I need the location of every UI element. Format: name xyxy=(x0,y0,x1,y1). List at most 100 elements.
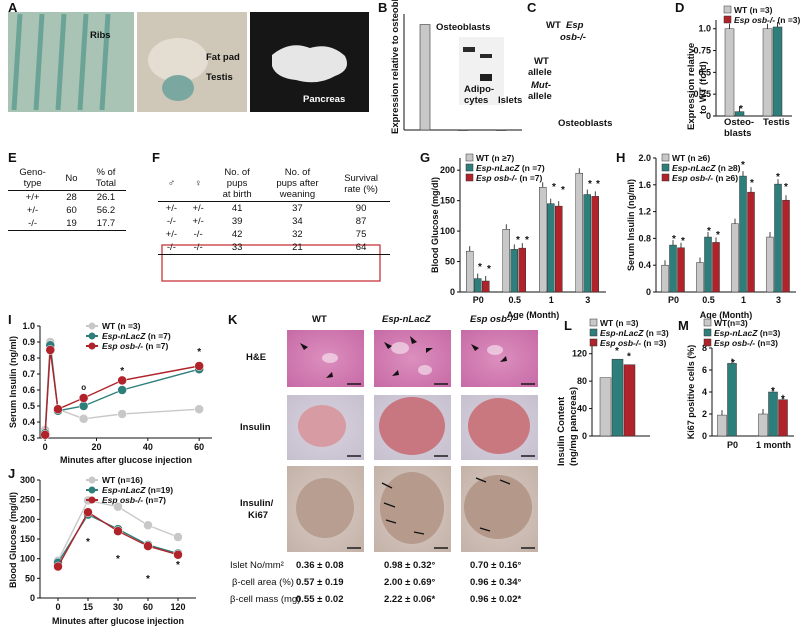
k-row-insulin-ki67-b: Ki67 xyxy=(248,510,269,521)
j-sig: * xyxy=(116,554,120,565)
k-col-lacz: Esp-nLacZ xyxy=(382,314,431,325)
h-sig: * xyxy=(776,172,780,183)
l-y-tick-label: 80 xyxy=(577,376,587,386)
e-cell: +/+ xyxy=(25,192,40,203)
h-bar xyxy=(782,199,790,293)
g-sig: * xyxy=(516,235,520,246)
g-bar xyxy=(466,250,474,293)
i-point xyxy=(117,375,127,386)
k-stat-0-wt: 0.36 ± 0.08 xyxy=(296,560,344,571)
i-point xyxy=(194,404,204,414)
j-sig: * xyxy=(146,574,150,585)
b-cat-adipo: Adipo- xyxy=(464,84,495,95)
i-xlabel: Minutes after glucose injection xyxy=(60,455,192,465)
h-legend-swatch xyxy=(661,173,670,182)
i-ylabel: Serum Insulin (ng/ml) xyxy=(8,336,18,428)
f-h1a: No. of xyxy=(224,167,250,178)
d-bar xyxy=(762,28,773,117)
photo-label-testis: Testis xyxy=(206,72,233,83)
j-sig: * xyxy=(176,560,180,571)
k-stat-label-0: Islet No/mm² xyxy=(230,560,284,571)
f-cell: 34 xyxy=(292,216,303,227)
m-y-tick-label: 2 xyxy=(702,409,707,419)
k-ki-islet-wt xyxy=(296,478,354,538)
j-sig: * xyxy=(86,537,90,548)
h-legend-swatch xyxy=(661,153,670,162)
j-legend-label: Esp osb-/- (n=7) xyxy=(102,495,166,505)
h-legend-label: Esp osb-/- (n ≥6) xyxy=(672,173,738,183)
m-legend-swatch xyxy=(703,338,712,347)
h-bar xyxy=(712,242,720,293)
i-x-tick-label: 40 xyxy=(143,442,153,452)
h-bar xyxy=(766,236,774,293)
h-bar xyxy=(704,236,712,293)
j-legend-label: WT (n=16) xyxy=(102,475,143,485)
table-row: +/+ 28 26.1 xyxy=(8,191,126,205)
h-legend-swatch xyxy=(661,163,670,172)
e-h-no: No xyxy=(65,172,78,184)
m-legend-label: WT(n=3) xyxy=(714,318,748,328)
g-ylabel: Blood Glucose (mg/dl) xyxy=(430,177,440,273)
table-row: +/- -/- 42 32 75 xyxy=(158,228,390,241)
label-g: G xyxy=(420,150,431,165)
j-y-tick-label: 200 xyxy=(20,514,35,524)
h-y-tick-label: 0.4 xyxy=(638,260,651,270)
l-sig: * xyxy=(615,346,619,357)
d-legend-swatch xyxy=(723,5,732,14)
b-cat-cytes: cytes xyxy=(464,95,489,106)
i-legend-marker xyxy=(88,322,96,330)
f-h1c: at birth xyxy=(222,189,252,200)
m-x-tick-label: 1 month xyxy=(756,440,791,450)
e-h-type: type xyxy=(23,178,42,189)
i-legend-marker xyxy=(88,332,96,340)
i-point xyxy=(117,385,127,395)
l-legend-label: WT (n =3) xyxy=(600,318,639,328)
h-bar xyxy=(739,175,747,293)
m-legend-label: Esp osb-/- (n=3) xyxy=(714,338,778,348)
f-h3a: Survival xyxy=(344,172,378,184)
h-legend-label: WT (n ≥6) xyxy=(672,153,710,163)
k-stat-label-2: β-cell mass (mg) xyxy=(230,594,301,605)
i-y-tick-label: 0.4 xyxy=(22,417,35,427)
d-cat-blasts: blasts xyxy=(724,128,752,139)
table-row: +/- +/- 41 37 90 xyxy=(158,202,390,216)
j-x-tick-label: 15 xyxy=(83,602,93,612)
i-point xyxy=(78,414,89,424)
c-header-wt: WT xyxy=(546,20,561,31)
b-ylabel: Expression relative to osteoblasts (fold… xyxy=(390,0,401,134)
g-bar xyxy=(518,247,526,293)
k-stat-2-lacz: 2.22 ± 0.06* xyxy=(384,594,436,605)
label-a: A xyxy=(8,0,18,15)
b-bar xyxy=(419,24,431,131)
charts-layer: 00.250.50.751.0WT (n =3)Esp osb-/- (n =3… xyxy=(8,5,800,626)
label-m: M xyxy=(678,318,689,333)
label-c: C xyxy=(527,0,537,15)
f-h2b: pups after xyxy=(276,178,319,189)
k-row-insulin: Insulin xyxy=(240,422,271,433)
h-legend-label: Esp-nLacZ (n ≥8) xyxy=(672,163,741,173)
l-y-tick-label: 0 xyxy=(582,431,587,441)
j-point xyxy=(143,520,153,530)
j-y-tick-label: 50 xyxy=(25,573,35,583)
h-sig: * xyxy=(784,182,788,193)
g-sig: * xyxy=(596,179,600,190)
g-legend-swatch xyxy=(465,153,474,162)
e-cell: 17.7 xyxy=(96,218,116,229)
j-y-tick-label: 300 xyxy=(20,475,35,485)
f-cell: 87 xyxy=(355,216,367,227)
h-y-tick-label: 0.8 xyxy=(638,233,651,243)
m-legend-swatch xyxy=(703,328,712,337)
h-bar xyxy=(677,247,685,293)
h-sig: * xyxy=(681,236,685,247)
l-legend-swatch xyxy=(589,328,598,337)
m-bar xyxy=(727,363,737,437)
i-sig-o: o xyxy=(81,383,86,392)
g-xlabel: Age (Month) xyxy=(507,310,559,320)
j-y-tick-label: 250 xyxy=(20,495,35,505)
j-point xyxy=(173,549,183,560)
f-cell: +/- xyxy=(165,203,178,214)
j-point xyxy=(83,507,93,518)
pancreas-blob xyxy=(272,45,348,83)
m-x-tick-label: P0 xyxy=(727,440,738,450)
d-cat-osteo: Osteo- xyxy=(724,117,755,128)
